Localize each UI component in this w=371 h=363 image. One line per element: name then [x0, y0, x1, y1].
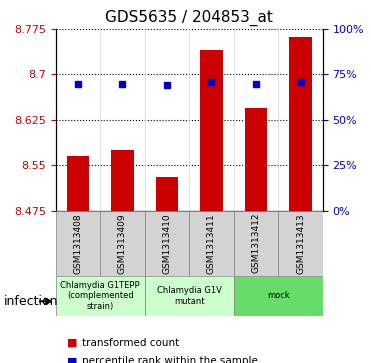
FancyBboxPatch shape	[278, 211, 323, 276]
Bar	[67, 156, 89, 211]
FancyBboxPatch shape	[145, 211, 189, 276]
Text: GSM1313411: GSM1313411	[207, 213, 216, 274]
Text: transformed count: transformed count	[82, 338, 179, 348]
FancyBboxPatch shape	[56, 276, 145, 316]
FancyBboxPatch shape	[56, 211, 100, 276]
Text: Chlamydia G1V
mutant: Chlamydia G1V mutant	[157, 286, 221, 306]
FancyBboxPatch shape	[234, 211, 278, 276]
Text: ■: ■	[67, 338, 77, 348]
FancyBboxPatch shape	[189, 211, 234, 276]
Bar	[156, 177, 178, 211]
Text: GSM1313409: GSM1313409	[118, 213, 127, 274]
Text: Chlamydia G1TEPP
(complemented
strain): Chlamydia G1TEPP (complemented strain)	[60, 281, 140, 311]
Bar	[200, 50, 223, 211]
Bar	[245, 108, 267, 211]
Text: GSM1313408: GSM1313408	[73, 213, 82, 274]
FancyBboxPatch shape	[100, 211, 145, 276]
Bar	[289, 37, 312, 211]
FancyBboxPatch shape	[234, 276, 323, 316]
Text: GSM1313412: GSM1313412	[252, 213, 260, 273]
Text: GSM1313410: GSM1313410	[162, 213, 171, 274]
Text: infection: infection	[4, 295, 58, 308]
Text: GSM1313413: GSM1313413	[296, 213, 305, 274]
FancyBboxPatch shape	[145, 276, 234, 316]
Bar	[111, 150, 134, 211]
Text: percentile rank within the sample: percentile rank within the sample	[82, 356, 257, 363]
Text: ■: ■	[67, 356, 77, 363]
Text: mock: mock	[267, 291, 290, 300]
Title: GDS5635 / 204853_at: GDS5635 / 204853_at	[105, 10, 273, 26]
